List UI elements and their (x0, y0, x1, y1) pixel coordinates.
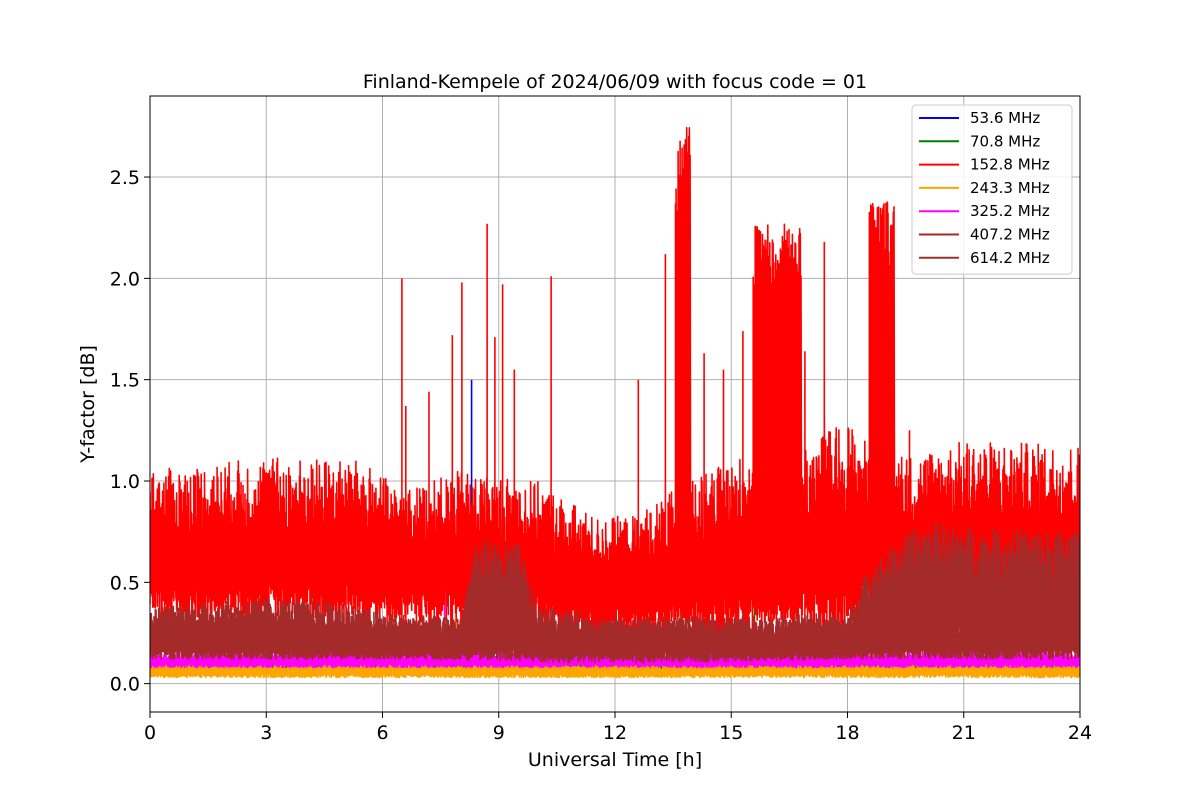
y-axis-label: Y-factor [dB] (77, 345, 99, 464)
plot-area (150, 126, 1080, 679)
legend-entry: 53.6 MHz (970, 109, 1040, 127)
x-tick-label: 9 (493, 722, 505, 744)
y-tick-label: 2.0 (110, 268, 140, 290)
chart-title: Finland-Kempele of 2024/06/09 with focus… (363, 71, 867, 93)
x-tick-label: 12 (603, 722, 627, 744)
legend-entry: 407.2 MHz (970, 226, 1050, 244)
legend-entry: 70.8 MHz (970, 132, 1040, 150)
x-axis: 0 3 6 9 12 15 18 21 24 (144, 712, 1092, 744)
y-axis: 0.0 0.5 1.0 1.5 2.0 2.5 (110, 167, 150, 696)
x-tick-label: 15 (719, 722, 743, 744)
y-tick-label: 1.5 (110, 370, 140, 392)
legend-entry: 614.2 MHz (970, 249, 1050, 267)
x-tick-label: 18 (835, 722, 859, 744)
series-line-6 (150, 522, 1080, 664)
legend-box (911, 104, 1073, 275)
legend: 53.6 MHz 70.8 MHz 152.8 MHz 243.3 MHz 325.2… (911, 104, 1073, 275)
legend-entry: 152.8 MHz (970, 156, 1050, 174)
x-tick-label: 21 (952, 722, 976, 744)
y-tick-label: 0.5 (110, 572, 140, 594)
series-line-2 (150, 126, 1080, 639)
y-tick-label: 1.0 (110, 471, 140, 493)
x-tick-label: 24 (1068, 722, 1092, 744)
legend-entry: 325.2 MHz (970, 202, 1050, 220)
y-tick-label: 2.5 (110, 167, 140, 189)
x-tick-label: 3 (260, 722, 272, 744)
x-axis-label: Universal Time [h] (528, 749, 702, 771)
y-tick-label: 0.0 (110, 674, 140, 696)
x-tick-label: 6 (376, 722, 388, 744)
x-tick-label: 0 (144, 722, 156, 744)
legend-entry: 243.3 MHz (970, 179, 1050, 197)
